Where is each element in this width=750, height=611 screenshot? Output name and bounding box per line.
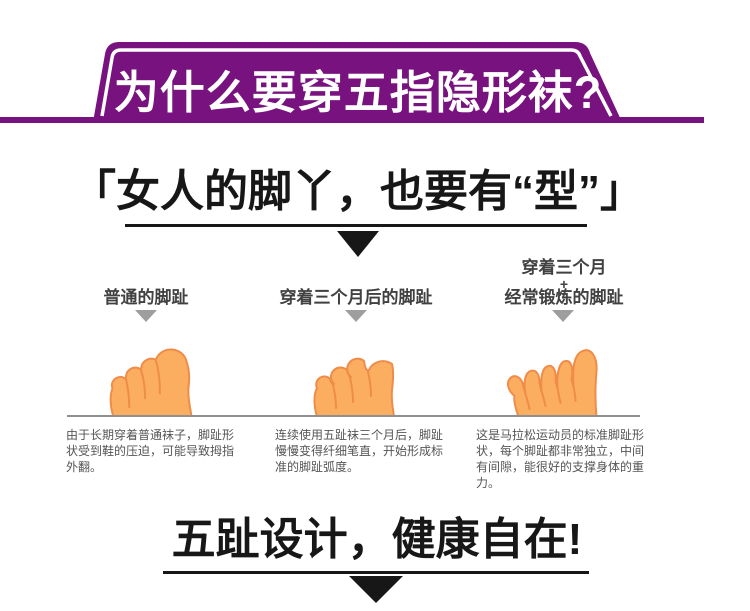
banner-shape bbox=[0, 42, 704, 123]
column-2-description: 连续使用五趾袜三个月后，脚趾慢慢变得纤细笔直，开始形成标准的脚趾弧度。 bbox=[275, 428, 444, 474]
foot-after-3-months-illustration bbox=[313, 357, 395, 417]
column-3-label-line-2: 经常锻炼的脚趾 bbox=[504, 288, 624, 307]
column-1-label: 普通的脚趾 bbox=[103, 288, 189, 307]
column-3-label-line-1: 穿着三个月 bbox=[521, 258, 607, 277]
ground-line bbox=[67, 415, 640, 417]
pointer-triangle-icon bbox=[135, 310, 157, 322]
column-2-label: 穿着三个月后的脚趾 bbox=[279, 288, 433, 307]
headline-underline bbox=[125, 224, 587, 227]
foot-normal-illustration bbox=[109, 348, 193, 417]
slogan-underline bbox=[163, 571, 589, 574]
banner-title: 为什么要穿五指隐形袜? bbox=[113, 67, 603, 118]
column-3-description: 这是马拉松运动员的标准脚趾形状，每个脚趾都非常独立，中间有间隙，能很好的支撑身体… bbox=[476, 428, 645, 490]
pointer-triangle-icon bbox=[552, 310, 574, 322]
down-arrow-icon bbox=[349, 576, 403, 603]
column-3-label-plus: + bbox=[559, 276, 569, 292]
banner-panel bbox=[93, 42, 622, 122]
foot-athlete-spread-illustration bbox=[506, 349, 598, 417]
pointer-triangle-icon bbox=[345, 310, 367, 322]
slogan: 五趾设计，健康自在! bbox=[171, 515, 583, 564]
headline-quote: 「女人的脚丫，也要有“型”」 bbox=[72, 167, 644, 216]
column-1-description: 由于长期穿着普通袜子，脚趾形状受到鞋的压迫，可能导致拇指外翻。 bbox=[66, 428, 235, 474]
banner-inner-border bbox=[100, 48, 613, 117]
down-arrow-icon bbox=[337, 231, 379, 257]
